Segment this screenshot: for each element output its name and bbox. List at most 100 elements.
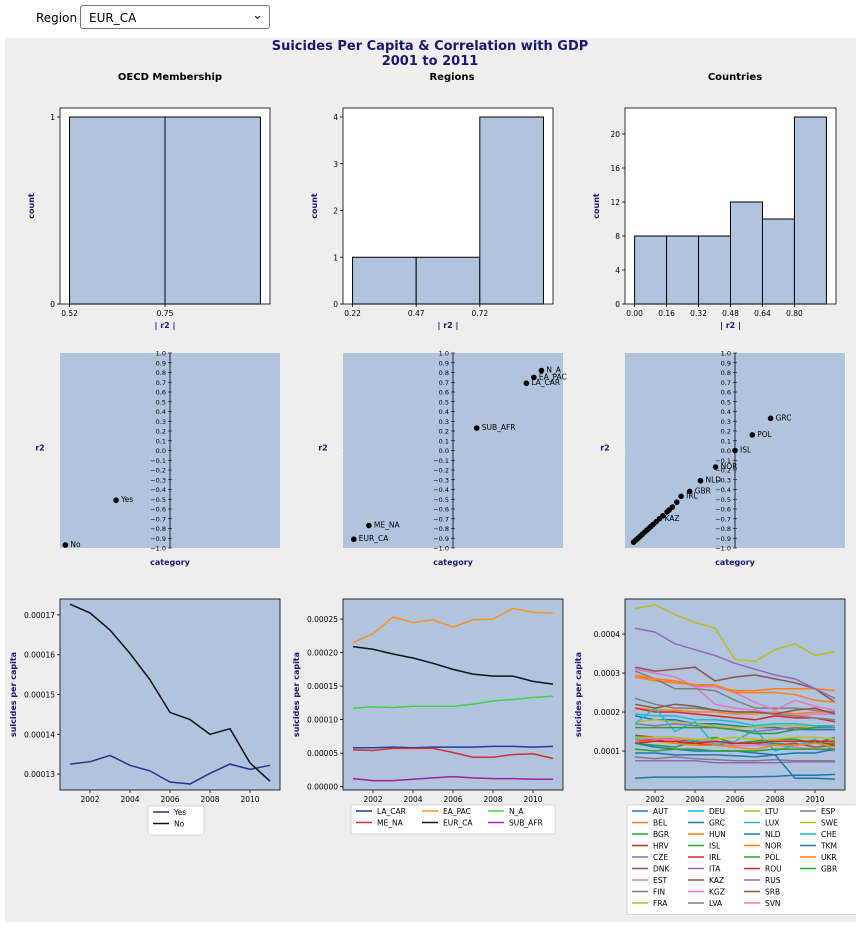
series-line: [352, 775, 553, 782]
x-tick-label: 0.32: [690, 309, 707, 318]
histogram-bar: [352, 256, 417, 305]
y-tick-label: 20: [610, 130, 620, 139]
y-tick-label: −0.1: [715, 457, 731, 465]
y-tick-label: 3: [333, 160, 338, 169]
scatter-point: [732, 447, 738, 454]
y-tick-label: 0.3: [156, 418, 166, 426]
y-tick-label: −0.6: [433, 506, 449, 514]
y-tick-label: −0.3: [715, 476, 731, 484]
y-tick-label: 0.00010: [307, 716, 338, 725]
point-label: GBR: [695, 486, 711, 495]
histogram-bar: [698, 235, 731, 305]
series-line: [634, 703, 836, 715]
y-tick-label: 0.4: [439, 408, 449, 416]
legend-label: HUN: [709, 830, 726, 839]
x-tick-label: 2004: [120, 795, 139, 804]
y-tick-label: 0.5: [439, 398, 449, 406]
legend-label: SVN: [765, 899, 781, 908]
legend-label: CHE: [821, 830, 837, 839]
y-tick-label: 0.1: [439, 437, 449, 445]
histogram-bar: [761, 218, 795, 305]
series-line: [634, 748, 835, 752]
histogram-bar: [415, 256, 481, 305]
legend-label: BEL: [653, 819, 668, 828]
point-label: IRL: [686, 491, 698, 500]
y-axis-label: suicides per capita: [574, 652, 583, 737]
legend-box: [350, 804, 556, 835]
y-tick-label: −0.9: [715, 535, 731, 543]
y-tick-label: −0.5: [150, 496, 166, 504]
x-tick-label: 2008: [483, 795, 502, 804]
point-label: No: [70, 540, 81, 549]
y-tick-label: −0.7: [715, 515, 731, 523]
legend-label: HRV: [653, 842, 669, 851]
y-tick-label: 0.5: [156, 398, 166, 406]
series-line: [634, 627, 836, 700]
y-tick-label: 4: [333, 113, 338, 122]
series-line: [352, 645, 554, 685]
y-tick-label: −0.7: [433, 515, 449, 523]
legend-label: DNK: [653, 865, 670, 874]
figure-title: Suicides Per Capita & Correlation with G…: [272, 39, 589, 54]
y-axis-label: r2: [318, 444, 328, 453]
point-label: ISL: [740, 446, 752, 455]
legend-label: RUS: [765, 876, 781, 885]
y-axis-label: suicides per capita: [9, 652, 18, 737]
y-tick-label: −0.6: [150, 506, 166, 514]
figure-canvas: Suicides Per Capita & Correlation with G…: [9, 39, 858, 915]
legend-label: LTU: [765, 807, 778, 816]
region-select-value: EUR_CA: [89, 11, 137, 25]
scatter-point: [113, 497, 119, 504]
series-line: [634, 666, 836, 703]
y-tick-label: −0.5: [715, 496, 731, 504]
y-tick-label: −0.8: [715, 525, 731, 533]
y-tick-label: −0.1: [433, 457, 449, 465]
legend-label: NOR: [765, 842, 782, 851]
series-line: [69, 603, 271, 782]
histogram-bar: [69, 116, 166, 305]
series-line: [352, 695, 554, 709]
legend-label: DEU: [709, 807, 725, 816]
legend-label: KGZ: [709, 888, 725, 897]
y-tick-label: 4: [615, 266, 620, 275]
y-tick-label: 0: [333, 300, 338, 309]
legend-label: GRC: [709, 819, 725, 828]
region-bar: Region EUR_CA ⌄: [0, 0, 861, 34]
y-axis-label: count: [310, 193, 319, 219]
y-tick-label: 2: [333, 207, 338, 216]
region-select[interactable]: EUR_CA ⌄: [80, 5, 270, 29]
x-tick-label: 2006: [443, 795, 462, 804]
y-tick-label: −0.2: [715, 467, 731, 475]
point-label: N_A: [546, 366, 561, 375]
series-line: [635, 740, 836, 750]
legend-label: Yes: [173, 808, 186, 817]
y-tick-label: 0.00015: [307, 682, 338, 691]
y-tick-label: −0.3: [433, 476, 449, 484]
legend-label: ROU: [765, 865, 782, 874]
legend-label: POL: [765, 853, 780, 862]
lineplot-oecd: 2002 2004 2006 2008 2010 0.00013 0.00014 0.0001…: [9, 598, 281, 836]
y-tick-label: 0.1: [156, 437, 166, 445]
x-tick-label: 0.75: [157, 309, 174, 318]
y-tick-label: 0.6: [721, 389, 731, 397]
y-axis-label: count: [592, 193, 601, 219]
x-tick-label: 0.00: [626, 309, 643, 318]
series-line: [634, 676, 836, 692]
y-tick-label: −0.2: [433, 467, 449, 475]
histogram-bar: [666, 235, 700, 305]
series-line: [352, 747, 554, 760]
y-tick-label: 0.0: [721, 447, 731, 455]
y-tick-label: 0: [615, 300, 620, 309]
y-tick-label: 0.7: [439, 379, 449, 387]
series-line: [635, 760, 835, 764]
legend-label: SWE: [821, 819, 838, 828]
scatter-countries: 1.00.9 0.8 0.7 0.60.5 0.4 0.3 0.20.1 0.0 −0.1 −0.…: [600, 350, 845, 567]
y-tick-label: 0.8: [156, 369, 166, 377]
y-tick-label: 0.3: [721, 418, 731, 426]
scatter-point: [767, 415, 774, 422]
y-tick-label: 1.0: [156, 350, 166, 358]
figure-panel: Suicides Per Capita & Correlation with G…: [5, 38, 858, 922]
point-label: NOR: [721, 462, 738, 471]
x-tick-label: 2008: [200, 795, 219, 804]
legend-label: ME_NA: [377, 819, 404, 828]
